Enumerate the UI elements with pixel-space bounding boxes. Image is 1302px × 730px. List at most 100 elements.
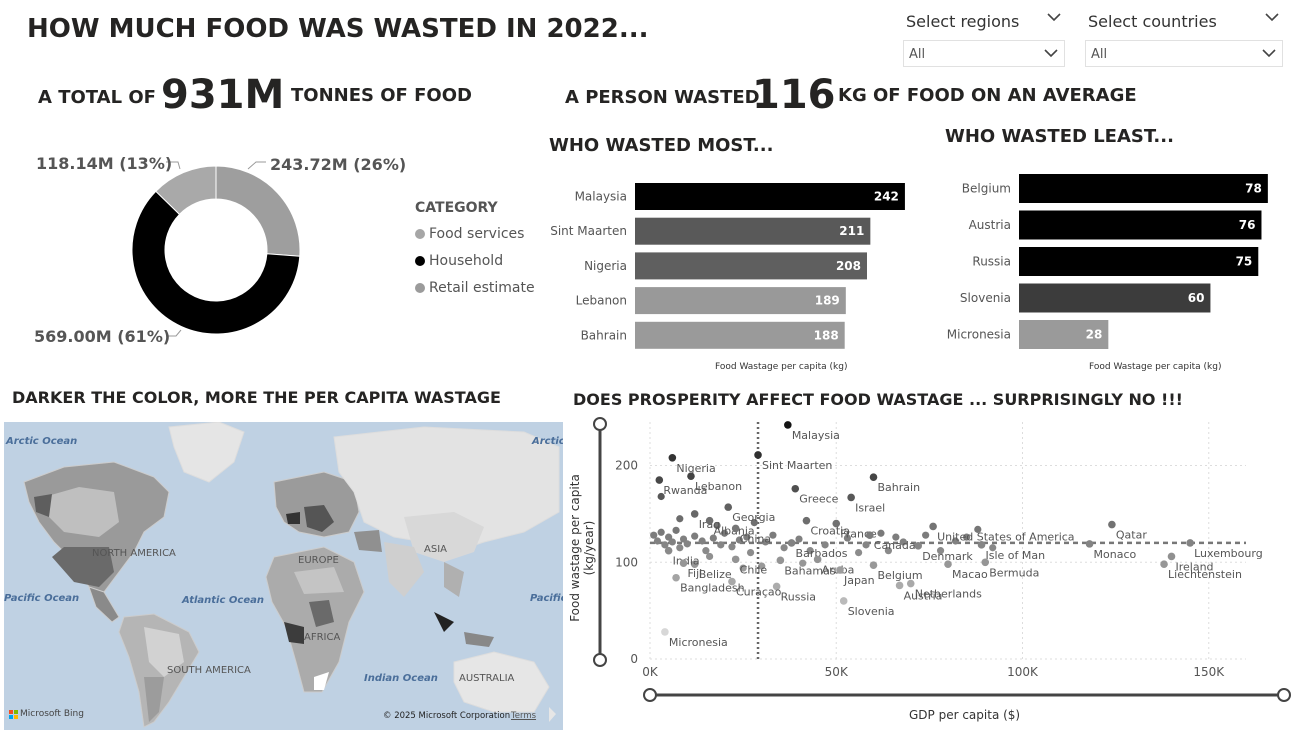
- scatter-point-austria[interactable]: [895, 581, 904, 590]
- scatter-point-bahamas[interactable]: [776, 556, 785, 565]
- bar-sint-maarten[interactable]: [635, 217, 871, 245]
- bar-lebanon[interactable]: [635, 287, 846, 315]
- bar-micronesia[interactable]: [1019, 320, 1109, 349]
- scatter-point-bermuda[interactable]: [981, 558, 990, 567]
- scatter-point-lebanon[interactable]: [687, 472, 695, 480]
- scatter-point[interactable]: [672, 526, 680, 534]
- scatter-point-greece[interactable]: [791, 484, 800, 493]
- scatter-point[interactable]: [821, 541, 829, 549]
- bar-slovenia[interactable]: [1019, 283, 1211, 313]
- scatter-point[interactable]: [855, 548, 863, 557]
- scatter-point-ireland[interactable]: [1167, 552, 1176, 561]
- scatter-point-chile[interactable]: [731, 555, 740, 564]
- scatter-point[interactable]: [877, 529, 885, 537]
- bar-belgium[interactable]: [1019, 174, 1268, 203]
- bar-russia[interactable]: [1019, 247, 1259, 276]
- scatter-point[interactable]: [974, 525, 982, 533]
- scatter-point[interactable]: [657, 492, 665, 501]
- scatter-point-nigeria[interactable]: [668, 453, 677, 462]
- legend-item-household[interactable]: Household: [415, 247, 535, 274]
- scatter-point-slovenia[interactable]: [839, 597, 848, 605]
- scatter-point-aruba[interactable]: [813, 555, 822, 564]
- scatter-point[interactable]: [951, 537, 960, 545]
- scatter-point-bahrain[interactable]: [869, 473, 878, 481]
- chevron-down-icon[interactable]: [1264, 11, 1280, 27]
- scatter-point[interactable]: [780, 544, 788, 552]
- scatter-point[interactable]: [989, 544, 997, 552]
- scatter-point[interactable]: [806, 547, 814, 555]
- country-slicer[interactable]: Select countries All: [1085, 10, 1283, 70]
- scatter-point[interactable]: [650, 531, 658, 539]
- scatter-point[interactable]: [653, 537, 662, 545]
- scatter-point-liechtenstein[interactable]: [1160, 560, 1168, 568]
- legend-item-retail[interactable]: Retail estimate: [415, 274, 535, 301]
- scatter-point[interactable]: [702, 547, 710, 555]
- scatter-point[interactable]: [720, 529, 729, 537]
- scatter-point[interactable]: [758, 562, 766, 570]
- scatter-point-japan[interactable]: [836, 566, 844, 574]
- scatter-point[interactable]: [799, 559, 807, 567]
- scatter-point[interactable]: [683, 540, 691, 548]
- chevron-down-icon[interactable]: [1261, 47, 1277, 63]
- scatter-point[interactable]: [735, 536, 743, 544]
- scatter-point-fiji[interactable]: [679, 559, 688, 568]
- scatter-point[interactable]: [761, 538, 770, 546]
- scatter-point[interactable]: [746, 548, 755, 557]
- bar-nigeria[interactable]: [635, 252, 867, 280]
- x-range-slider-handle[interactable]: [643, 688, 657, 702]
- scatter-point[interactable]: [713, 521, 721, 530]
- scatter-point-china[interactable]: [731, 524, 740, 533]
- scatter-point-canada[interactable]: [865, 531, 874, 539]
- scatter-point-qatar[interactable]: [1108, 520, 1116, 529]
- scatter-point-georgia[interactable]: [724, 503, 733, 511]
- scatter-point[interactable]: [668, 538, 676, 546]
- scatter-point-albania[interactable]: [705, 516, 714, 525]
- scatter-point[interactable]: [717, 541, 725, 549]
- scatter-point[interactable]: [691, 532, 699, 540]
- scatter-point[interactable]: [922, 531, 930, 539]
- scatter-point-isle-of-man[interactable]: [977, 541, 986, 549]
- scatter-point[interactable]: [963, 533, 971, 541]
- y-range-slider-handle[interactable]: [593, 653, 607, 667]
- scatter-point[interactable]: [657, 528, 665, 536]
- scatter-point[interactable]: [676, 515, 684, 523]
- world-map[interactable]: Arctic Ocean Arctic NORTH AMERICA EUROPE…: [4, 422, 563, 730]
- scatter-point-netherlands[interactable]: [906, 579, 915, 588]
- scatter-point[interactable]: [661, 541, 669, 549]
- scatter-point[interactable]: [899, 538, 907, 546]
- scatter-point-cura-ao[interactable]: [728, 577, 736, 586]
- scatter-point-luxembourg[interactable]: [1186, 539, 1194, 547]
- scatter-point[interactable]: [769, 531, 777, 539]
- scatter-point[interactable]: [892, 533, 900, 541]
- scatter-point-rwanda[interactable]: [655, 476, 664, 484]
- donut-slice-household[interactable]: [131, 190, 301, 335]
- scatter-point-denmark[interactable]: [914, 542, 922, 550]
- scatter-point[interactable]: [862, 541, 870, 549]
- region-slicer[interactable]: Select regions All: [903, 10, 1065, 70]
- bar-bahrain[interactable]: [635, 321, 845, 349]
- legend-item-food-services[interactable]: Food services: [415, 220, 535, 247]
- scatter-point-israel[interactable]: [847, 493, 855, 502]
- country-dropdown[interactable]: All: [1085, 40, 1283, 67]
- scatter-point-barbados[interactable]: [787, 539, 796, 547]
- scatter-point-russia[interactable]: [772, 582, 781, 591]
- scatter-point[interactable]: [728, 543, 736, 551]
- donut-slice-food-services[interactable]: [155, 165, 217, 216]
- scatter-point[interactable]: [795, 535, 803, 543]
- scatter-point-bangladesh[interactable]: [672, 573, 680, 582]
- scatter-point-india[interactable]: [664, 546, 673, 555]
- scatter-point[interactable]: [750, 519, 758, 527]
- scatter-chart[interactable]: 0 100 200 0K 50K 100K 150K Malaysia Sint Maarten…: [570, 412, 1300, 730]
- scatter-point-macao[interactable]: [944, 560, 952, 568]
- scatter-point[interactable]: [698, 537, 706, 545]
- scatter-point-malaysia[interactable]: [784, 421, 792, 429]
- bar-austria[interactable]: [1019, 210, 1262, 240]
- scatter-point-france[interactable]: [832, 519, 841, 528]
- chevron-down-icon[interactable]: [1046, 11, 1062, 27]
- scatter-point[interactable]: [709, 534, 717, 542]
- scatter-point[interactable]: [676, 544, 684, 552]
- x-range-slider-handle[interactable]: [1277, 688, 1291, 702]
- bar-malaysia[interactable]: [635, 183, 905, 210]
- region-dropdown[interactable]: All: [903, 40, 1065, 67]
- scatter-point-croatia[interactable]: [802, 516, 811, 525]
